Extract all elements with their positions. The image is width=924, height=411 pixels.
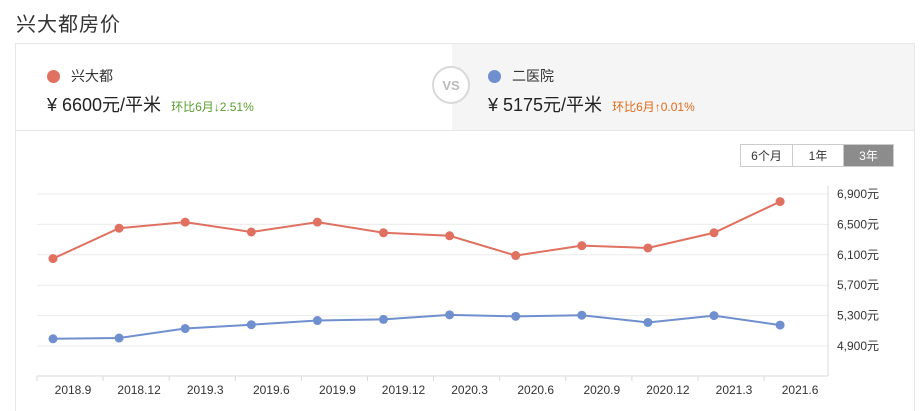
y-tick-label: 6,900元: [837, 187, 879, 201]
data-point: [511, 251, 521, 261]
range-tab-3-years[interactable]: 3年: [844, 145, 893, 166]
x-tick-label: 2021.6: [782, 383, 819, 397]
y-tick-label: 6,500元: [837, 217, 879, 231]
data-point: [246, 227, 256, 237]
data-point: [775, 197, 785, 207]
data-point: [246, 320, 256, 330]
data-point: [312, 217, 322, 227]
y-tick-label: 4,900元: [837, 339, 879, 353]
x-tick-label: 2021.3: [716, 383, 753, 397]
data-point: [48, 334, 58, 344]
x-tick-label: 2018.9: [55, 383, 92, 397]
left-area-name: 兴大都: [71, 68, 113, 84]
data-point: [48, 254, 58, 264]
data-point: [709, 311, 719, 321]
right-change: 环比6月↑0.01%: [612, 100, 695, 114]
y-tick-label: 5,700元: [837, 278, 879, 292]
data-point: [114, 223, 124, 233]
range-tabs: 6个月 1年 3年: [740, 144, 894, 167]
data-point: [775, 320, 785, 330]
left-price: ¥ 6600元/平米: [47, 95, 162, 115]
data-point: [379, 314, 388, 324]
data-point: [643, 243, 653, 253]
data-point: [114, 333, 124, 343]
x-tick-label: 2020.12: [646, 383, 690, 397]
data-point: [643, 317, 653, 327]
x-tick-label: 2019.12: [382, 383, 426, 397]
data-point: [577, 310, 587, 320]
x-tick-label: 2020.3: [451, 383, 488, 397]
data-point: [180, 324, 190, 334]
right-legend-dot: [488, 69, 501, 83]
data-point: [312, 316, 322, 326]
right-name-row: 二医院: [488, 66, 554, 86]
y-tick-label: 5,300元: [837, 309, 879, 323]
vs-badge: VS: [432, 66, 470, 104]
data-point: [577, 241, 587, 251]
data-point: [180, 217, 190, 227]
x-tick-label: 2019.6: [253, 383, 290, 397]
series-line-1: [52, 313, 781, 340]
data-point: [709, 228, 719, 238]
range-tab-1-year[interactable]: 1年: [793, 145, 844, 166]
data-point: [511, 311, 521, 321]
page-title: 兴大都房价: [16, 14, 121, 36]
x-tick-label: 2019.3: [187, 383, 224, 397]
data-point: [445, 310, 455, 320]
price-panel: 兴大都 ¥ 6600元/平米 环比6月↓2.51% 二医院 ¥ 5175元/平米…: [15, 43, 915, 411]
left-name-row: 兴大都: [47, 66, 113, 86]
right-area-name: 二医院: [512, 68, 554, 84]
x-tick-label: 2020.6: [517, 383, 554, 397]
left-legend-dot: [47, 69, 60, 83]
range-tab-6-months[interactable]: 6个月: [741, 145, 793, 166]
y-tick-label: 6,100元: [837, 248, 879, 262]
data-point: [379, 228, 388, 238]
series-line-0: [52, 200, 781, 260]
x-tick-label: 2020.9: [583, 383, 620, 397]
left-price-row: ¥ 6600元/平米 环比6月↓2.51%: [47, 91, 254, 117]
right-price-row: ¥ 5175元/平米 环比6月↑0.01%: [488, 91, 695, 117]
right-price: ¥ 5175元/平米: [488, 95, 603, 115]
x-tick-label: 2019.9: [319, 383, 356, 397]
x-tick-label: 2018.12: [117, 383, 161, 397]
compare-left-card: 兴大都 ¥ 6600元/平米 环比6月↓2.51%: [16, 44, 452, 130]
data-point: [445, 231, 455, 241]
compare-header: 兴大都 ¥ 6600元/平米 环比6月↓2.51% 二医院 ¥ 5175元/平米…: [16, 44, 914, 131]
left-change: 环比6月↓2.51%: [171, 100, 254, 114]
compare-right-card: 二医院 ¥ 5175元/平米 环比6月↑0.01%: [452, 44, 914, 130]
